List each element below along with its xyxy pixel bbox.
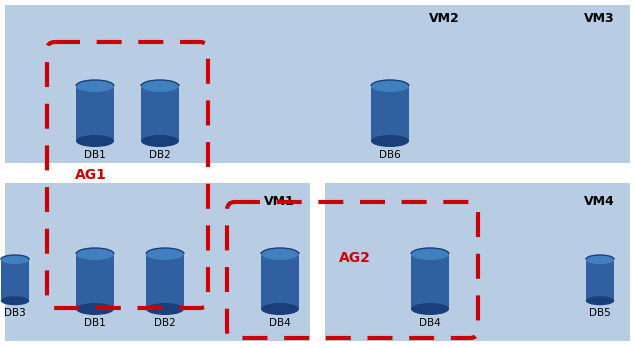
Bar bbox=[261, 254, 299, 309]
Bar bbox=[5, 5, 475, 163]
Ellipse shape bbox=[411, 248, 449, 260]
Ellipse shape bbox=[586, 255, 614, 264]
Text: DB4: DB4 bbox=[419, 318, 441, 328]
Text: DB2: DB2 bbox=[149, 150, 171, 160]
Bar bbox=[586, 260, 614, 301]
Text: AG1: AG1 bbox=[75, 168, 107, 182]
Text: DB5: DB5 bbox=[589, 308, 611, 318]
Ellipse shape bbox=[76, 135, 114, 147]
Bar bbox=[76, 86, 114, 141]
Text: VM3: VM3 bbox=[584, 12, 615, 25]
Ellipse shape bbox=[371, 80, 409, 92]
Ellipse shape bbox=[141, 80, 179, 92]
Ellipse shape bbox=[146, 248, 184, 260]
Ellipse shape bbox=[76, 80, 114, 92]
Bar bbox=[325, 5, 630, 163]
Ellipse shape bbox=[586, 296, 614, 305]
Text: DB3: DB3 bbox=[4, 308, 26, 318]
Ellipse shape bbox=[261, 303, 299, 315]
Ellipse shape bbox=[1, 255, 29, 264]
Bar bbox=[76, 254, 114, 309]
Ellipse shape bbox=[76, 303, 114, 315]
Bar bbox=[411, 254, 449, 309]
Ellipse shape bbox=[371, 135, 409, 147]
Text: DB1: DB1 bbox=[84, 318, 106, 328]
Ellipse shape bbox=[76, 248, 114, 260]
Ellipse shape bbox=[141, 135, 179, 147]
Text: VM1: VM1 bbox=[264, 195, 295, 208]
Text: AG2: AG2 bbox=[339, 251, 371, 265]
Text: DB2: DB2 bbox=[154, 318, 176, 328]
Bar bbox=[141, 86, 179, 141]
Bar bbox=[325, 183, 630, 341]
Bar bbox=[371, 86, 409, 141]
Ellipse shape bbox=[261, 248, 299, 260]
Bar bbox=[5, 183, 310, 341]
Bar bbox=[1, 260, 29, 301]
Ellipse shape bbox=[146, 303, 184, 315]
Text: VM2: VM2 bbox=[429, 12, 460, 25]
Text: DB4: DB4 bbox=[269, 318, 291, 328]
Text: VM4: VM4 bbox=[584, 195, 615, 208]
Ellipse shape bbox=[411, 303, 449, 315]
Text: DB1: DB1 bbox=[84, 150, 106, 160]
Bar bbox=[146, 254, 184, 309]
Ellipse shape bbox=[1, 296, 29, 305]
Text: DB6: DB6 bbox=[379, 150, 401, 160]
